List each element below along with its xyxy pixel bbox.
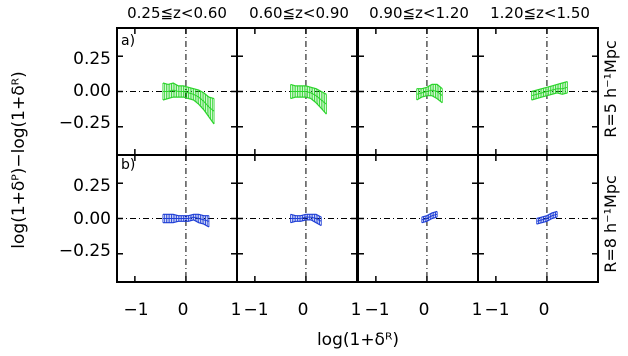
panel-frame	[477, 154, 599, 283]
column-title-4: 1.20≦z<1.50	[490, 4, 590, 22]
series-r2-c1	[162, 213, 210, 228]
x-tick-label: 0	[539, 300, 550, 320]
series-r1-c1	[162, 82, 215, 125]
x-tick-label: 1	[472, 300, 483, 320]
median-line	[421, 213, 438, 221]
lower-error-bound	[163, 219, 210, 228]
panel-r2-c4	[477, 154, 599, 283]
x-tick-label: 0	[419, 300, 430, 320]
panel-tag-a: a)	[121, 33, 135, 49]
series-r2-c4	[536, 210, 558, 225]
x-tick-label: −1	[123, 300, 148, 320]
series-r1-c2	[290, 83, 327, 115]
lower-error-bound	[290, 96, 327, 115]
upper-error-bound	[163, 213, 209, 217]
column-title-2: 0.60≦z<0.90	[249, 4, 349, 22]
y-tick-label: 0.25	[73, 49, 111, 69]
x-tick-labels: −1 0 1 −1 0 1 −1 0 1 −1 0	[123, 300, 549, 320]
panel-tag-b: b)	[121, 157, 135, 173]
upper-error-bound	[421, 210, 438, 218]
upper-error-bound	[416, 83, 443, 90]
panel-grid	[116, 27, 599, 283]
lower-error-bound	[416, 95, 443, 104]
series-r2-c3	[421, 210, 438, 224]
x-tick-label: 0	[178, 300, 189, 320]
y-tick-label: 0.00	[73, 81, 111, 101]
row-label-1: R=5 h⁻¹Mpc	[601, 40, 620, 138]
median-line	[416, 89, 443, 97]
y-tick-label: 0.00	[73, 209, 111, 229]
median-line	[531, 86, 568, 97]
y-tick-label: −0.25	[59, 113, 111, 133]
x-tick-label: 1	[351, 300, 362, 320]
lower-error-bound	[162, 96, 215, 125]
x-tick-label: −1	[243, 300, 268, 320]
median-line	[163, 89, 215, 112]
median-line	[290, 216, 322, 222]
lower-error-bound	[421, 216, 438, 224]
x-tick-label: −1	[484, 300, 509, 320]
y-tick-label: −0.25	[59, 241, 111, 261]
median-line	[290, 91, 327, 105]
row-label-2: R=8 h⁻¹Mpc	[601, 175, 620, 273]
column-title-1: 0.25≦z<0.60	[127, 4, 227, 22]
x-axis-title: log(1+δᴿ)	[317, 330, 399, 350]
x-tick-label: 1	[231, 300, 242, 320]
panel-r2-c3	[357, 154, 479, 283]
x-tick-label: 0	[298, 300, 309, 320]
upper-error-bound	[531, 81, 568, 93]
y-axis-title: log(1+δᴾ)−log(1+δᴿ)	[9, 71, 29, 248]
median-line	[536, 213, 558, 222]
x-tick-label: −1	[364, 300, 389, 320]
series-r1-c3	[416, 83, 443, 104]
column-title-3: 0.90≦z<1.20	[369, 4, 469, 22]
upper-error-bound	[290, 83, 327, 95]
median-line	[163, 216, 210, 222]
lower-error-bound	[531, 92, 568, 101]
series-r1-c4	[531, 81, 568, 101]
y-tick-label: 0.25	[73, 176, 111, 196]
series-r2-c2	[290, 213, 322, 227]
